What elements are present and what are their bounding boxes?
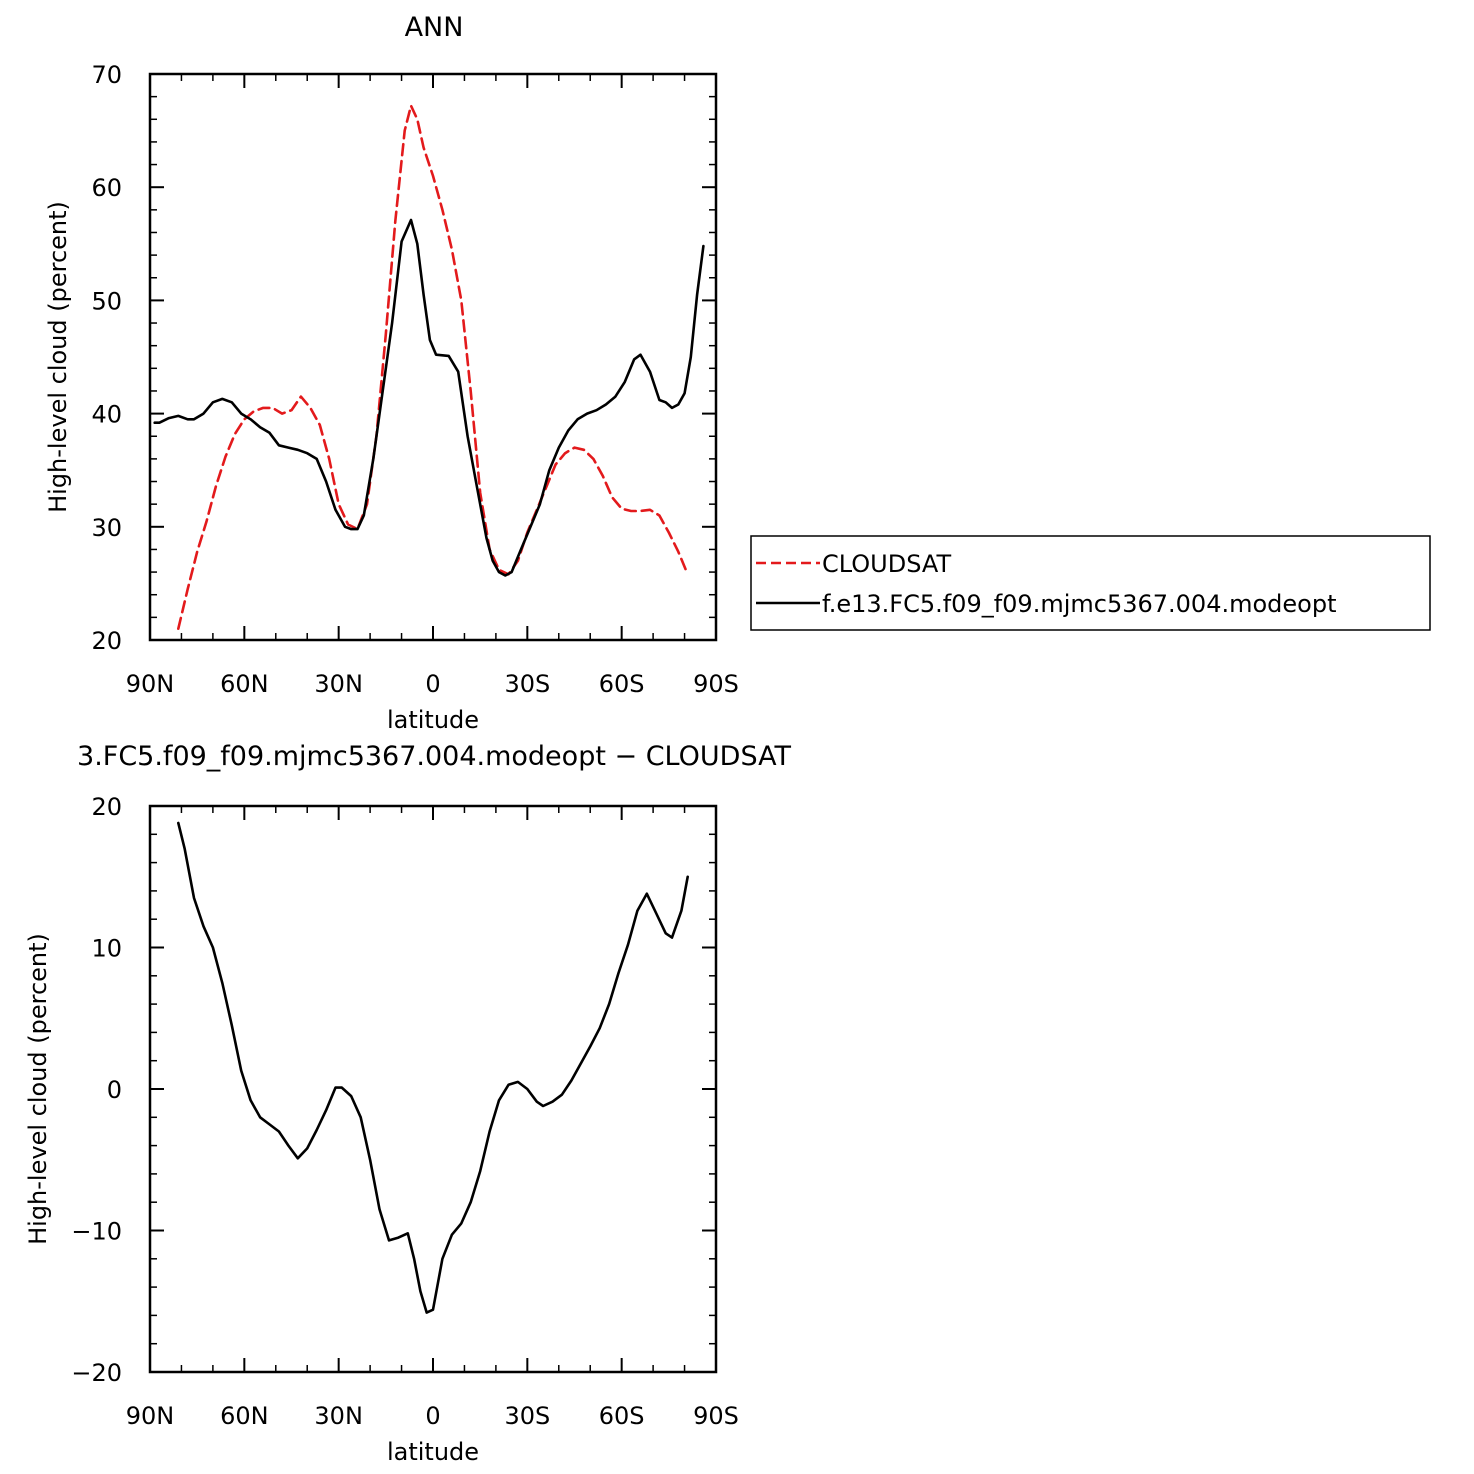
chart-panel-bottom: 3.FC5.f09_f09.mjmc5367.004.modeopt − CLO… xyxy=(24,741,791,1466)
plot-frame-bottom xyxy=(148,804,718,1374)
chart-title-bottom: 3.FC5.f09_f09.mjmc5367.004.modeopt − CLO… xyxy=(77,741,791,772)
x-tick-label: 0 xyxy=(425,1402,440,1430)
y-tick-label: 30 xyxy=(91,514,122,542)
legend-box xyxy=(750,535,1431,631)
x-tick-label: 60S xyxy=(599,1402,645,1430)
y-tick-label: −10 xyxy=(71,1218,122,1246)
y-tick-label: 60 xyxy=(91,174,122,202)
x-axis-label-top: latitude xyxy=(387,706,479,734)
bottom-series-lines xyxy=(177,821,689,1314)
y-tick-label: 70 xyxy=(91,61,122,89)
plot-frame-top xyxy=(148,72,718,642)
top-y-tick-labels: 20 30 40 50 60 70 xyxy=(91,61,122,655)
x-tick-label: 30S xyxy=(504,1402,550,1430)
y-axis-label-bottom: High-level cloud (percent) xyxy=(24,933,52,1245)
top-series-line-0 xyxy=(177,104,689,630)
y-tick-label: 0 xyxy=(107,1076,122,1104)
y-tick-label: 20 xyxy=(91,627,122,655)
bottom-series-line-0 xyxy=(177,821,689,1314)
x-tick-label: 90S xyxy=(693,670,739,698)
x-tick-label: 60N xyxy=(220,670,269,698)
legend-label-model: f.e13.FC5.f09_f09.mjmc5367.004.modeopt xyxy=(822,590,1337,618)
bottom-y-tick-labels: −20 −10 0 10 20 xyxy=(71,793,122,1387)
y-tick-label: 50 xyxy=(91,287,122,315)
x-tick-label: 0 xyxy=(425,670,440,698)
bottom-x-tick-labels: 90N 60N 30N 0 30S 60S 90S xyxy=(126,1402,739,1430)
x-tick-label: 30N xyxy=(314,670,363,698)
y-tick-label: −20 xyxy=(71,1359,122,1387)
y-tick-label: 10 xyxy=(91,935,122,963)
y-tick-label: 40 xyxy=(91,401,122,429)
y-axis-label-top: High-level cloud (percent) xyxy=(44,201,72,513)
top-series-line-1 xyxy=(153,218,705,577)
x-tick-label: 60S xyxy=(599,670,645,698)
y-tick-label: 20 xyxy=(91,793,122,821)
x-tick-label: 90N xyxy=(126,1402,175,1430)
legend-label-cloudsat: CLOUDSAT xyxy=(822,550,951,578)
x-tick-label: 30N xyxy=(314,1402,363,1430)
legend: CLOUDSAT f.e13.FC5.f09_f09.mjmc5367.004.… xyxy=(750,535,1431,631)
x-tick-label: 60N xyxy=(220,1402,269,1430)
x-tick-label: 90N xyxy=(126,670,175,698)
chart-title-top: ANN xyxy=(405,12,464,43)
x-tick-label: 90S xyxy=(693,1402,739,1430)
x-axis-label-bottom: latitude xyxy=(387,1438,479,1466)
chart-panel-top: ANN 20 30 40 50 60 70 90N 60N 30N 0 30S 60S 90S lat… xyxy=(44,12,739,734)
top-x-tick-labels: 90N 60N 30N 0 30S 60S 90S xyxy=(126,670,739,698)
x-tick-label: 30S xyxy=(504,670,550,698)
top-series-lines xyxy=(153,104,705,630)
